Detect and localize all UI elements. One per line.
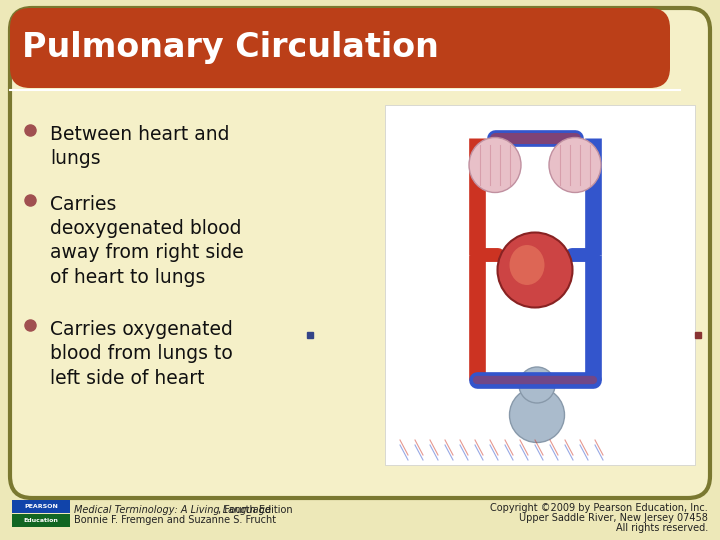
Text: Carries
deoxygenated blood
away from right side
of heart to lungs: Carries deoxygenated blood away from rig… bbox=[50, 195, 244, 287]
Text: PEARSON: PEARSON bbox=[24, 504, 58, 510]
Text: All rights reserved.: All rights reserved. bbox=[616, 523, 708, 533]
Text: , Fourth Edition: , Fourth Edition bbox=[218, 505, 293, 515]
FancyBboxPatch shape bbox=[10, 8, 670, 88]
Ellipse shape bbox=[510, 245, 544, 285]
Ellipse shape bbox=[469, 138, 521, 192]
Text: Between heart and
lungs: Between heart and lungs bbox=[50, 125, 230, 168]
Text: Bonnie F. Fremgen and Suzanne S. Frucht: Bonnie F. Fremgen and Suzanne S. Frucht bbox=[74, 515, 276, 525]
Text: Copyright ©2009 by Pearson Education, Inc.: Copyright ©2009 by Pearson Education, In… bbox=[490, 503, 708, 513]
Ellipse shape bbox=[510, 388, 564, 442]
Text: Pulmonary Circulation: Pulmonary Circulation bbox=[22, 31, 439, 64]
FancyBboxPatch shape bbox=[12, 500, 70, 513]
Text: Education: Education bbox=[24, 518, 58, 523]
Ellipse shape bbox=[549, 138, 601, 192]
Text: Carries oxygenated
blood from lungs to
left side of heart: Carries oxygenated blood from lungs to l… bbox=[50, 320, 233, 388]
Ellipse shape bbox=[498, 233, 572, 307]
Text: Upper Saddle River, New Jersey 07458: Upper Saddle River, New Jersey 07458 bbox=[519, 513, 708, 523]
Circle shape bbox=[519, 367, 555, 403]
Bar bbox=[385, 105, 695, 465]
FancyBboxPatch shape bbox=[10, 8, 710, 498]
Text: Medical Terminology: A Living Language: Medical Terminology: A Living Language bbox=[74, 505, 271, 515]
FancyBboxPatch shape bbox=[12, 514, 70, 527]
